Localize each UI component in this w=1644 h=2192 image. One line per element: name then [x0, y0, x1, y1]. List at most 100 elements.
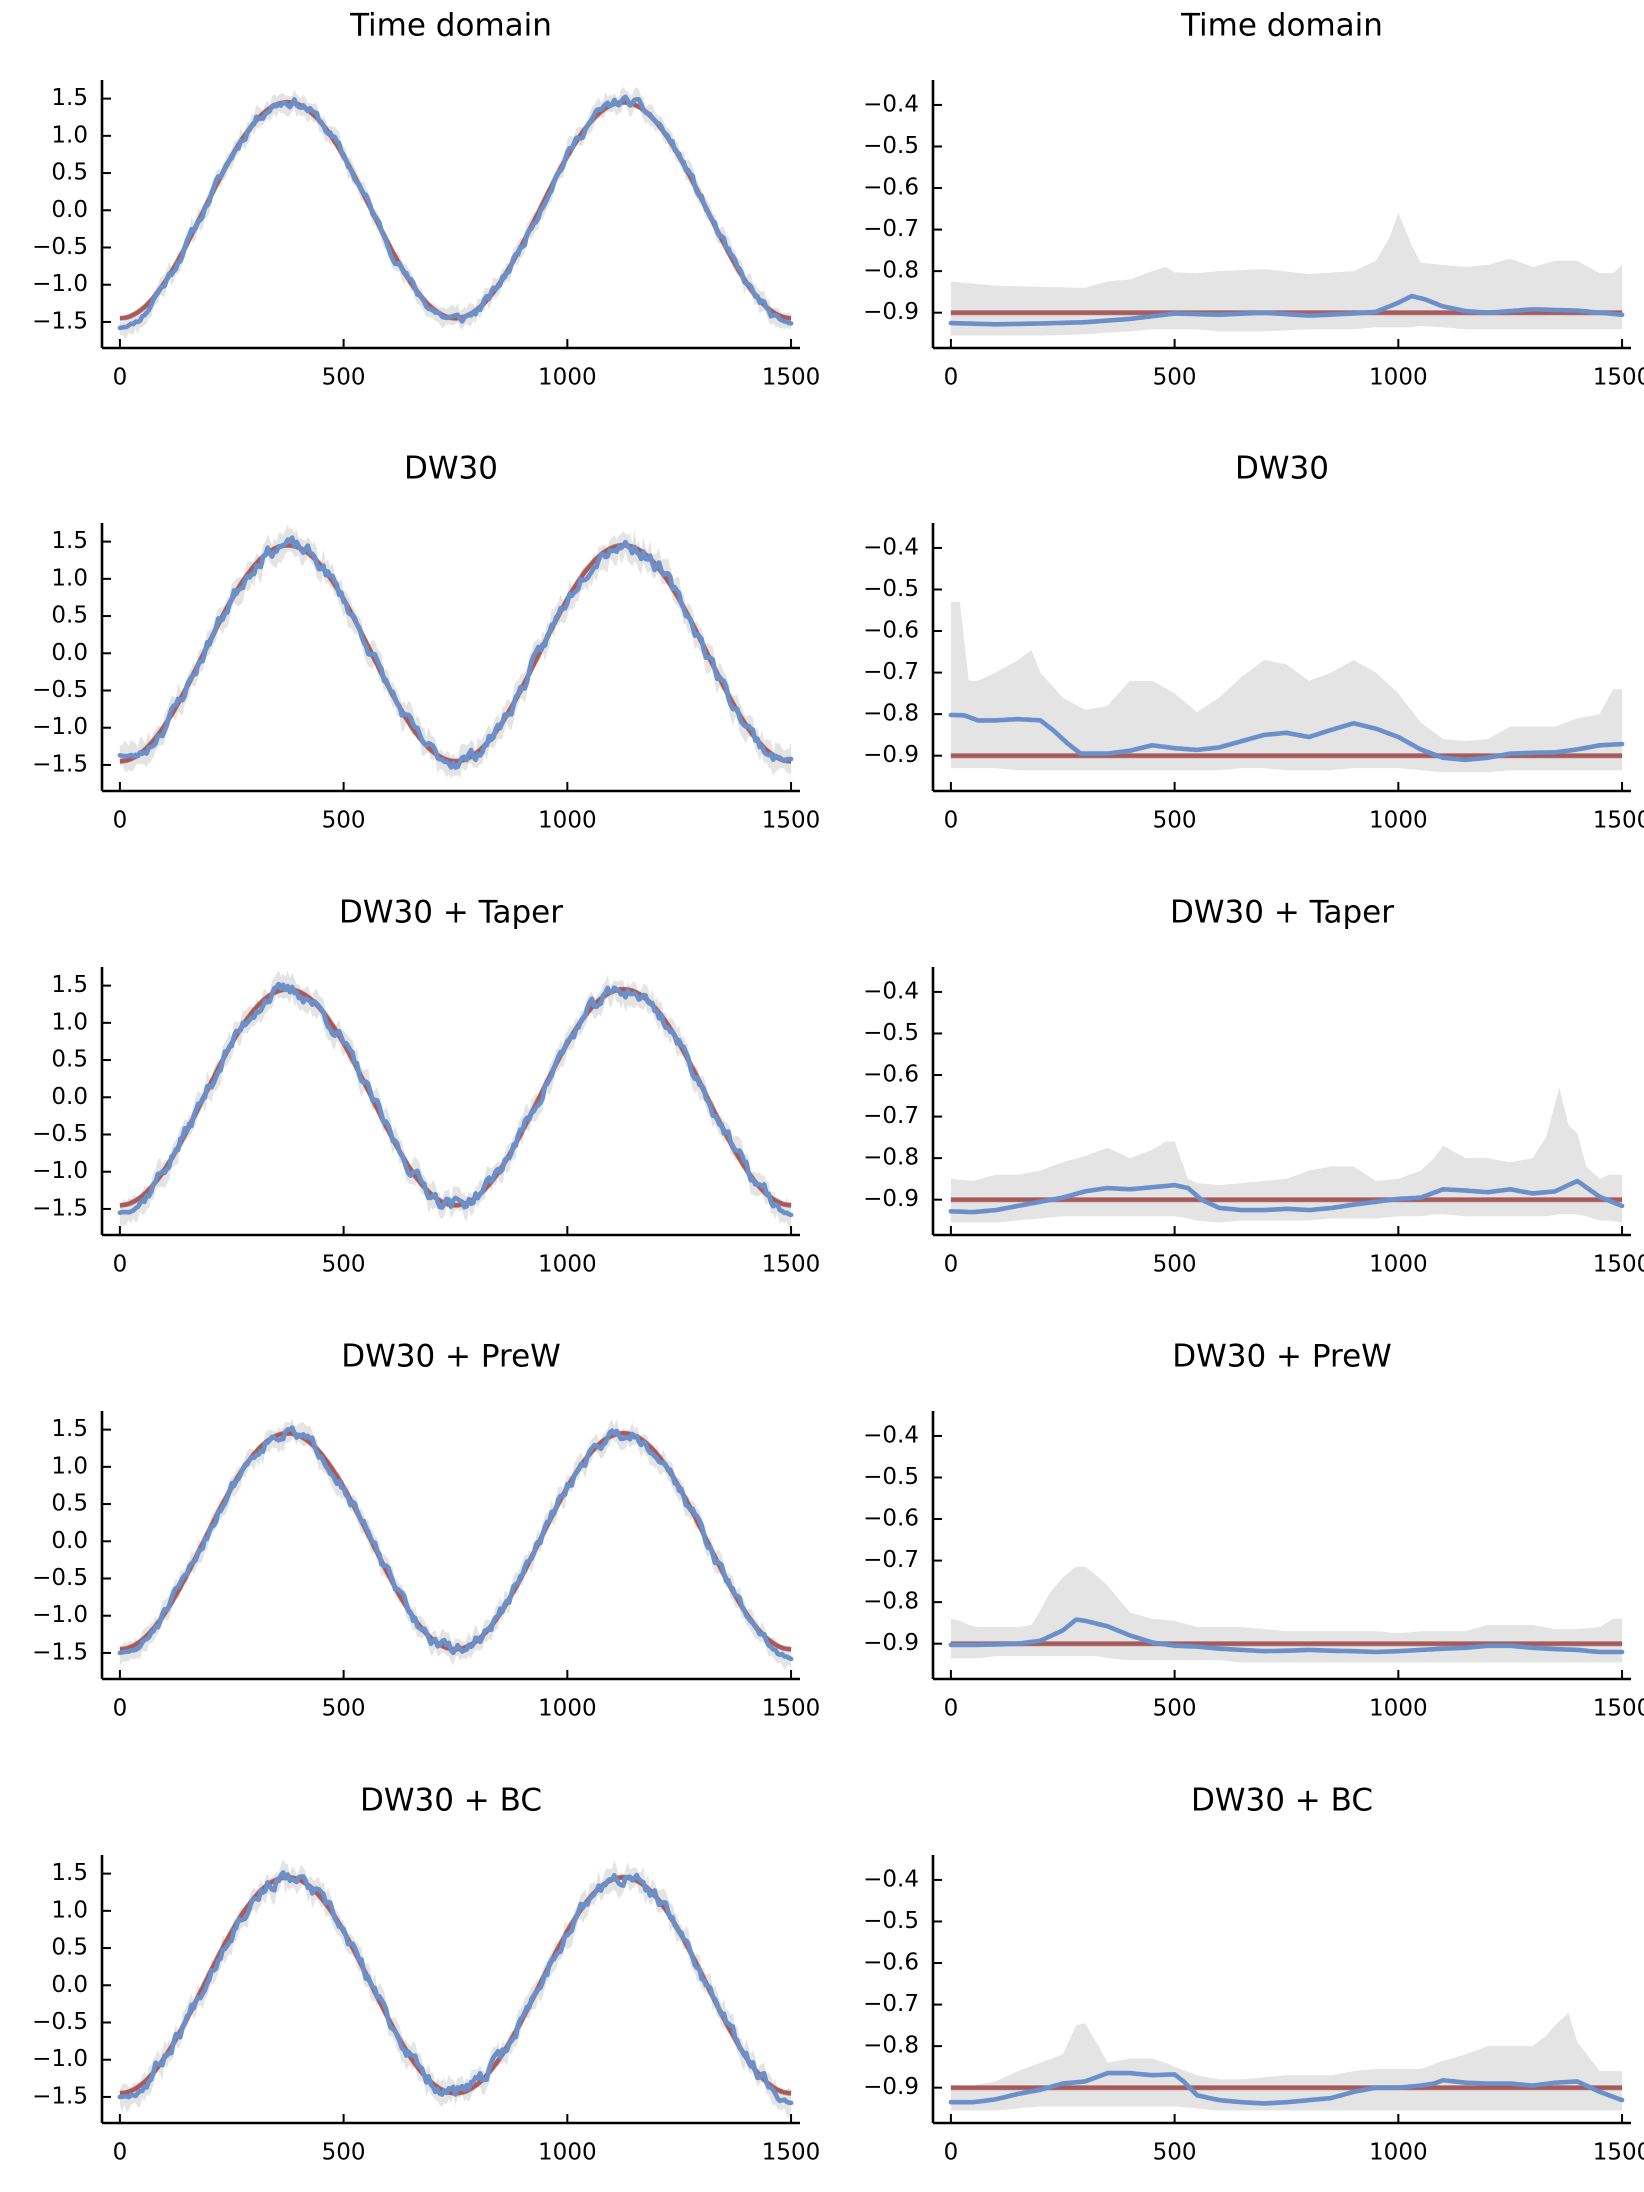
- x-tick-label: 500: [322, 1696, 366, 1722]
- y-tick-label: −1.0: [32, 271, 88, 297]
- estimate-line: [948, 293, 1625, 327]
- x-tick-label: 0: [113, 365, 128, 391]
- uncertainty-band: [950, 601, 1623, 773]
- y-tick-label: −0.7: [863, 1547, 919, 1573]
- y-tick-label: 0.5: [51, 160, 88, 186]
- x-tick-label: 0: [944, 808, 959, 834]
- panel-title: DW30: [1235, 451, 1329, 487]
- y-tick-label: −0.5: [32, 2009, 88, 2035]
- x-tick-label: 0: [944, 1252, 959, 1278]
- estimate-line: [117, 981, 794, 1218]
- estimate-line: [948, 712, 1625, 763]
- y-tick-label: −0.5: [32, 1121, 88, 1147]
- y-tick-label: −0.9: [863, 299, 919, 325]
- x-tick-label: 1000: [538, 1696, 597, 1722]
- x-tick-label: 1000: [1369, 2140, 1428, 2166]
- y-tick-label: −0.5: [32, 677, 88, 703]
- y-tick-label: 1.5: [51, 85, 88, 111]
- uncertainty-band: [119, 969, 792, 1229]
- y-tick-label: −0.9: [863, 2074, 919, 2100]
- x-tick-label: 1000: [1369, 1252, 1428, 1278]
- y-tick-label: −0.6: [863, 618, 919, 644]
- uncertainty-band: [950, 1087, 1623, 1223]
- x-tick-label: 1000: [538, 365, 597, 391]
- x-tick-label: 0: [113, 808, 128, 834]
- y-tick-label: −0.9: [863, 742, 919, 768]
- panel-bc-phi: DW30 + BC 0 500 1000 1500 −0.4 −0.5 −0.6 −0.7 −0.…: [863, 1783, 1644, 2166]
- x-tick-label: 500: [1153, 365, 1197, 391]
- panel-title: DW30 + PreW: [1172, 1339, 1392, 1375]
- truth-line-shadow: [119, 542, 792, 764]
- uncertainty-band: [119, 86, 792, 339]
- y-tick-label: −0.7: [863, 1103, 919, 1129]
- panel-title: DW30 + Taper: [339, 895, 563, 931]
- x-tick-label: 500: [1153, 808, 1197, 834]
- y-tick-label: 1.0: [51, 122, 88, 148]
- y-tick-label: −1.5: [32, 2083, 88, 2109]
- truth-line-shadow: [119, 986, 792, 1208]
- y-tick-label: −0.8: [863, 1589, 919, 1615]
- y-tick-label: 1.0: [51, 1009, 88, 1035]
- y-tick-label: −1.0: [32, 1158, 88, 1184]
- panel-taper-phi: DW30 + Taper 0 500 1000 1500 −0.4 −0.5 −0.6 −0.7…: [863, 895, 1644, 1278]
- x-tick-label: 0: [113, 2140, 128, 2166]
- panel-title: Time domain: [349, 8, 552, 44]
- y-tick-label: −0.6: [863, 175, 919, 201]
- y-tick-label: 0.0: [51, 197, 88, 223]
- y-tick-label: 1.5: [51, 528, 88, 554]
- uncertainty-band: [119, 1858, 792, 2118]
- x-tick-label: 0: [944, 2140, 959, 2166]
- panel-taper-mean: DW30 + Taper 0 500 1000 1500 −1.5 −1.0 −0.5 0.0 0…: [32, 895, 820, 1278]
- y-tick-label: −0.6: [863, 1506, 919, 1532]
- y-tick-label: −1.5: [32, 308, 88, 334]
- y-tick-label: −0.5: [863, 1020, 919, 1046]
- x-tick-label: 1500: [762, 2140, 821, 2166]
- x-tick-label: 1000: [538, 2140, 597, 2166]
- x-tick-label: 500: [322, 1252, 366, 1278]
- y-tick-label: −0.4: [863, 1866, 919, 1892]
- estimate-line: [117, 535, 794, 770]
- panel-td-mean: Time domain 0 500 1000 1500 −1.5 −1.0 −0.5 0.0 0.…: [32, 8, 820, 391]
- y-tick-label: −0.8: [863, 701, 919, 727]
- x-tick-label: 1500: [1593, 2140, 1644, 2166]
- y-tick-label: −0.5: [863, 576, 919, 602]
- y-tick-label: 1.0: [51, 1453, 88, 1479]
- y-tick-label: 0.0: [51, 1084, 88, 1110]
- y-tick-label: −0.7: [863, 1991, 919, 2017]
- truth-line: [119, 543, 792, 764]
- x-tick-label: 1000: [1369, 365, 1428, 391]
- y-tick-label: −0.4: [863, 91, 919, 117]
- x-tick-label: 0: [113, 1696, 128, 1722]
- truth-line: [119, 987, 792, 1208]
- y-tick-label: −0.5: [32, 234, 88, 260]
- y-tick-label: 1.5: [51, 972, 88, 998]
- y-tick-label: −0.4: [863, 978, 919, 1004]
- y-tick-label: −0.7: [863, 659, 919, 685]
- y-tick-label: −0.8: [863, 258, 919, 284]
- x-tick-label: 1500: [1593, 808, 1644, 834]
- panel-dw30-phi: DW30 0 500 1000 1500 −0.4 −0.5 −0.6 −0.7 −0.8 −0.9: [863, 451, 1644, 834]
- x-tick-label: 500: [322, 365, 366, 391]
- y-tick-label: 0.5: [51, 1491, 88, 1517]
- y-tick-label: −0.4: [863, 1422, 919, 1448]
- y-tick-label: −1.5: [32, 1639, 88, 1665]
- x-tick-label: 500: [1153, 2140, 1197, 2166]
- y-tick-label: −0.6: [863, 1062, 919, 1088]
- panel-title: DW30 + Taper: [1170, 895, 1394, 931]
- estimate-line: [117, 1425, 794, 1662]
- x-tick-label: 1500: [1593, 1252, 1644, 1278]
- panel-title: DW30 + BC: [1191, 1783, 1373, 1819]
- y-tick-label: −0.8: [863, 2033, 919, 2059]
- y-tick-label: −1.0: [32, 714, 88, 740]
- truth-line: [119, 100, 792, 321]
- x-tick-label: 1500: [1593, 365, 1644, 391]
- uncertainty-band: [950, 213, 1623, 336]
- x-tick-label: 500: [1153, 1252, 1197, 1278]
- x-tick-label: 500: [322, 808, 366, 834]
- y-tick-label: −0.9: [863, 1630, 919, 1656]
- uncertainty-band: [119, 525, 792, 779]
- panel-title: Time domain: [1180, 8, 1383, 44]
- y-tick-label: −0.8: [863, 1145, 919, 1171]
- y-tick-label: 0.5: [51, 1047, 88, 1073]
